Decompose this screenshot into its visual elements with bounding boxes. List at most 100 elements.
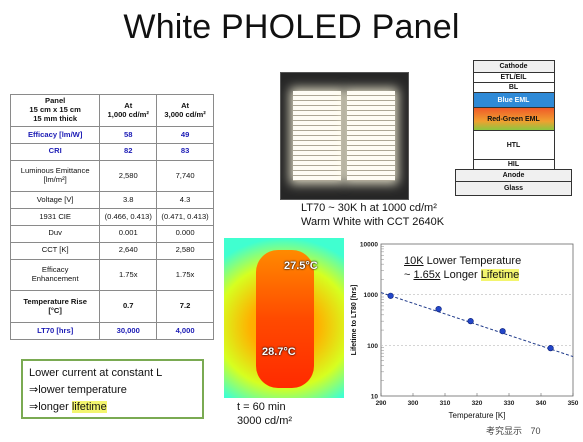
note-line3: ⇒longer lifetime (29, 399, 196, 416)
table-row-label: CRI (9, 142, 101, 161)
table-row: Efficacy [lm/W] 58 49 (9, 126, 214, 144)
table-row-label: Efficacy [lm/W] (9, 126, 101, 144)
data-point (387, 292, 394, 299)
table-row-label: 1931 CIE (9, 208, 101, 226)
table-header-1000: At 1,000 cd/m² (99, 94, 158, 127)
watermark: 考究显示 70 (486, 424, 541, 437)
spec-table: Panel 15 cm x 15 cm 15 mm thick At 1,000 cd… (9, 94, 214, 340)
table-row-label: Voltage [V] (9, 191, 101, 210)
table-row-label: Duv (9, 224, 101, 243)
table-cell: 2,640 (99, 241, 158, 260)
thermal-hot-region (256, 250, 314, 388)
fit-line (380, 292, 574, 358)
stack-layer: HTL (472, 130, 555, 160)
table-cell: 4,000 (156, 322, 214, 340)
stack-layer: Blue EML (472, 92, 555, 108)
chart-annotation-line1-rest: Lower Temperature (423, 255, 522, 267)
y-tick-label: 100 (367, 343, 378, 350)
oled-layer-stack: Cathode ETL/EIL BL Blue EML Red-Green EML HTL… (455, 60, 572, 196)
chart-annotation-line2-prefix: ~ (404, 269, 414, 281)
y-tick-label: 10000 (360, 242, 378, 249)
table-header-3000: At 3,000 cd/m² (156, 94, 214, 127)
x-tick-label: 290 (376, 400, 387, 407)
thermal-caption-line1: t = 60 min (237, 401, 286, 413)
table-row: CRI 82 83 (9, 142, 214, 161)
panel-left-half (293, 91, 341, 181)
stack-layer: Red-Green EML (472, 107, 555, 131)
table-cell: 7.2 (156, 290, 214, 324)
table-row: Duv 0.001 0.000 (9, 224, 214, 243)
chart-annotation-factor: 1.65x (413, 269, 441, 281)
table-cell: 7,740 (156, 159, 214, 193)
table-cell: 49 (156, 126, 214, 144)
lifetime-temperature-chart: 10 100 1000 10000 290 300 310 320 330 340 350 Tempe… (351, 242, 579, 421)
x-tick-label: 320 (472, 400, 483, 407)
table-row-label: CCT [K] (9, 241, 101, 260)
table-cell: 1.75x (99, 258, 158, 292)
panel-photo (280, 72, 409, 200)
chart-annotation-line2-mid: Longer (440, 269, 481, 281)
lifetime-caption-line1: LT70 ~ 30K h at 1000 cd/m² (301, 202, 437, 214)
watermark-text: 考究显示 (486, 426, 523, 436)
table-cell: 82 (99, 142, 158, 161)
table-cell: (0.466, 0.413) (99, 208, 158, 226)
data-point (499, 328, 506, 335)
current-note-box: Lower current at constant L ⇒lower tempe… (21, 359, 204, 419)
note-line3-highlight: lifetime (71, 401, 107, 413)
x-tick-label: 340 (536, 400, 547, 407)
table-row: Luminous Emittance [lm/m²] 2,580 7,740 (9, 159, 214, 193)
thermal-image: 27.5°C 28.7°C (224, 238, 344, 398)
x-axis-label: Temperature [K] (449, 411, 506, 420)
thermal-center-temp: 28.7°C (262, 346, 296, 358)
table-cell: 83 (156, 142, 214, 161)
note-line1: Lower current at constant L (29, 367, 163, 379)
table-header-panel: Panel 15 cm x 15 cm 15 mm thick (9, 94, 101, 127)
table-row: Voltage [V] 3.8 4.3 (9, 191, 214, 210)
x-tick-label: 300 (408, 400, 419, 407)
data-point (547, 345, 554, 352)
table-cell: 30,000 (99, 322, 158, 340)
note-line3-prefix: ⇒longer (29, 401, 72, 413)
lifetime-caption: LT70 ~ 30K h at 1000 cd/m² Warm White wi… (301, 201, 444, 229)
table-cell: 0.7 (99, 290, 158, 324)
thermal-caption-line2: 3000 cd/m² (237, 415, 293, 427)
chart-annotation-10k: 10K (404, 255, 424, 267)
plot-area (380, 243, 574, 397)
table-cell: (0.471, 0.413) (156, 208, 214, 226)
y-tick-label: 1000 (364, 292, 379, 299)
thermal-top-temp: 27.5°C (284, 260, 318, 272)
table-cell: 4.3 (156, 191, 214, 210)
table-row: Temperature Rise [°C] 0.7 7.2 (9, 290, 214, 324)
y-tick-label: 10 (371, 394, 379, 401)
table-cell: 0.001 (99, 224, 158, 243)
chart-annotation: 10K Lower Temperature ~ 1.65x Longer Lif… (404, 254, 521, 282)
chart-annotation-line1: 10K Lower Temperature (404, 254, 521, 268)
table-row-label: Temperature Rise [°C] (9, 290, 101, 324)
table-header-row: Panel 15 cm x 15 cm 15 mm thick At 1,000 cd… (9, 94, 214, 127)
table-cell: 0.000 (156, 224, 214, 243)
slide-title: White PHOLED Panel (123, 8, 460, 46)
thermal-caption: t = 60 min 3000 cd/m² (237, 400, 292, 428)
table-row-label: Efficacy Enhancement (9, 258, 101, 292)
stack-layer: Glass (455, 181, 572, 196)
note-line2: ⇒lower temperature (29, 384, 127, 396)
table-cell: 2,580 (99, 159, 158, 193)
table-row: LT70 [hrs] 30,000 4,000 (9, 322, 214, 340)
x-tick-label: 350 (568, 400, 579, 407)
table-row: CCT [K] 2,640 2,580 (9, 241, 214, 260)
chart-annotation-line2: ~ 1.65x Longer Lifetime (404, 268, 521, 282)
table-row-label: Luminous Emittance [lm/m²] (9, 159, 101, 193)
table-cell: 3.8 (99, 191, 158, 210)
table-cell: 1.75x (156, 258, 214, 292)
table-row: Efficacy Enhancement 1.75x 1.75x (9, 258, 214, 292)
panel-right-half (347, 91, 395, 181)
spec-table-body: Efficacy [lm/W] 58 49 CRI 82 83 Luminous Emitt… (9, 126, 214, 340)
x-tick-label: 310 (440, 400, 451, 407)
page-number: 70 (530, 426, 541, 436)
table-cell: 58 (99, 126, 158, 144)
y-axis-label: Lifetime to LT80 [hrs] (351, 285, 358, 356)
x-tick-label: 330 (504, 400, 515, 407)
lifetime-caption-line2: Warm White with CCT 2640K (301, 216, 445, 228)
data-point (435, 305, 442, 313)
table-row-label: LT70 [hrs] (9, 322, 101, 340)
